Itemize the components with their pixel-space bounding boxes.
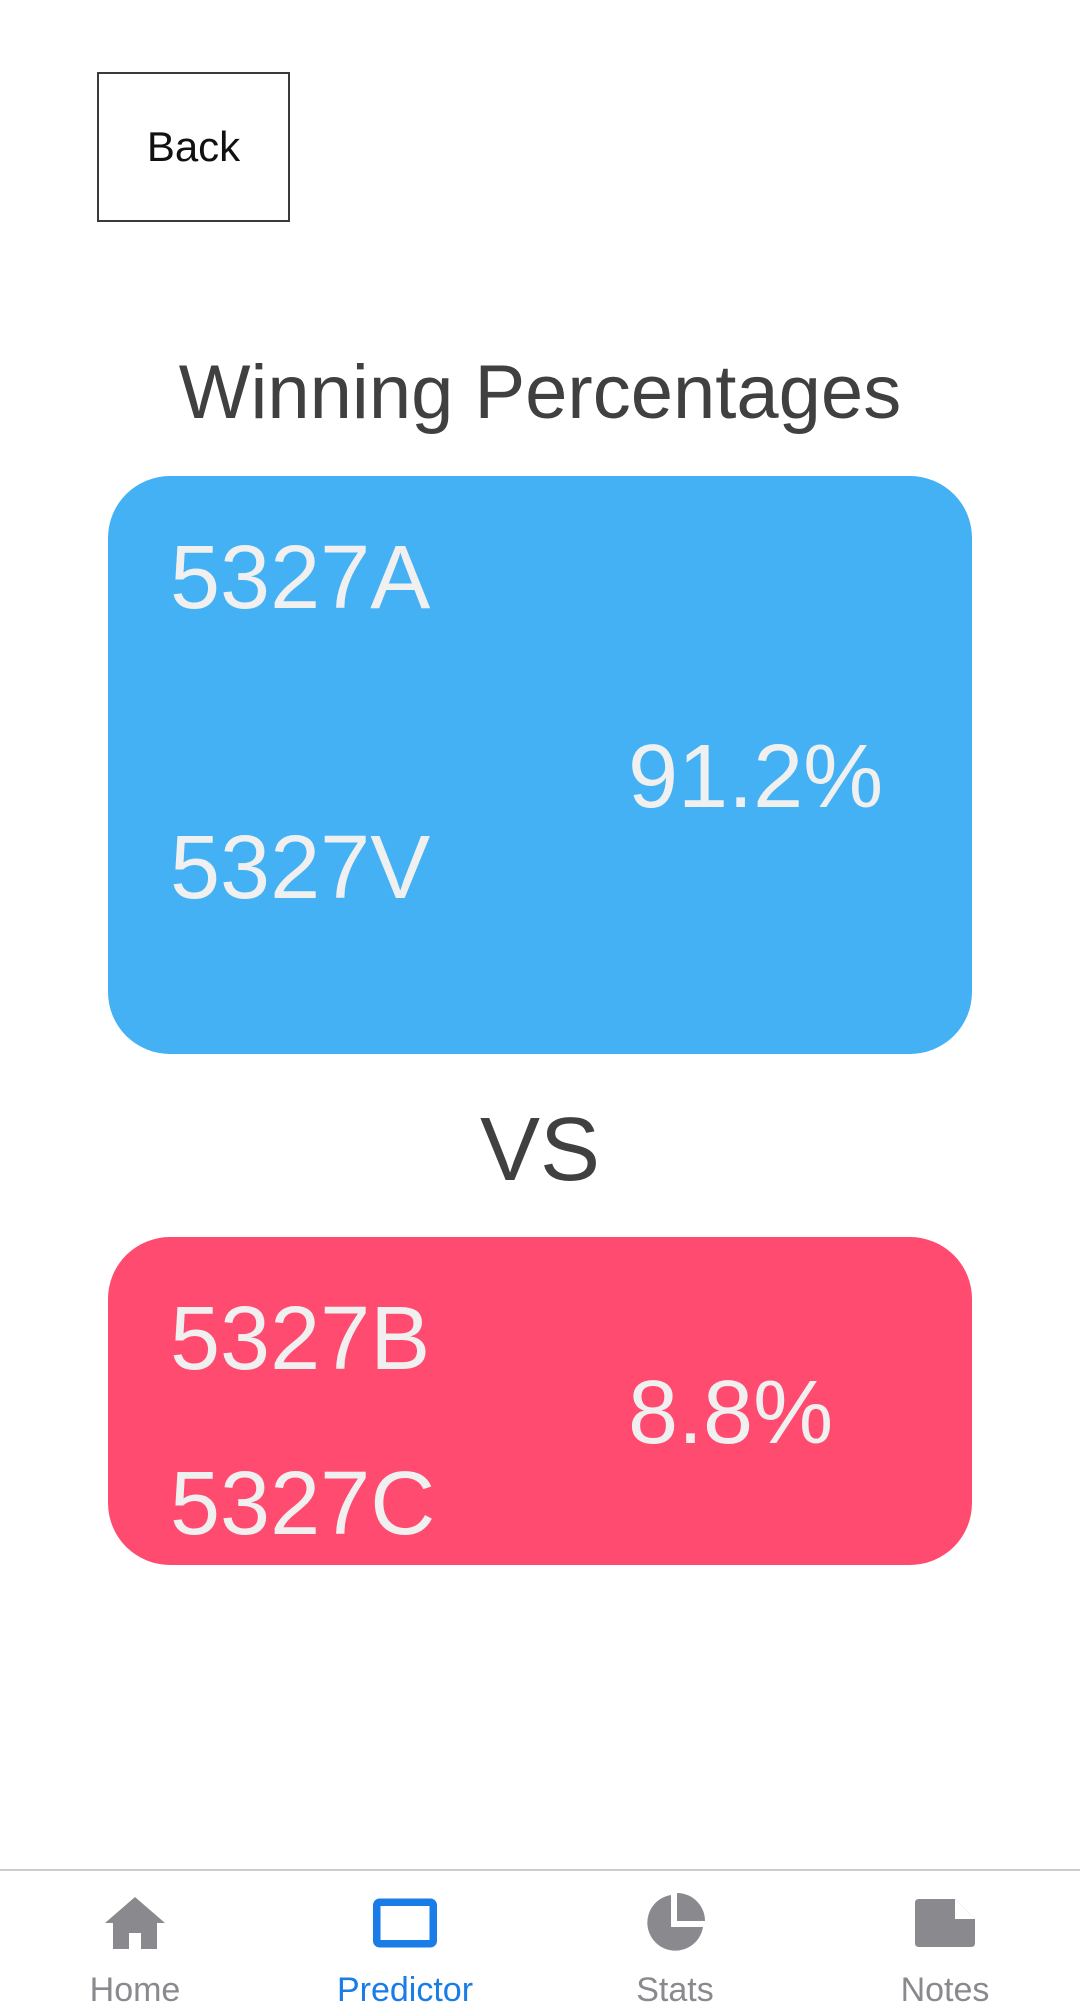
red-win-percentage: 8.8%: [628, 1363, 834, 1463]
red-alliance-card: 5327B 5327C 8.8%: [108, 1237, 972, 1565]
red-team-1: 5327B: [170, 1289, 431, 1389]
tab-home[interactable]: Home: [0, 1871, 270, 2015]
page-title: Winning Percentages: [178, 350, 902, 435]
predictor-icon: [373, 1891, 437, 1955]
tab-predictor-label: Predictor: [336, 1971, 474, 2009]
bottom-tab-bar: Home Predictor Stats: [0, 1869, 1080, 2015]
tab-notes[interactable]: Notes: [810, 1871, 1080, 2015]
stats-pie-icon: [643, 1891, 707, 1955]
tab-stats-label: Stats: [636, 1971, 714, 2009]
red-team-2: 5327C: [170, 1454, 436, 1554]
blue-team-2: 5327V: [170, 818, 431, 918]
back-button-label: Back: [146, 123, 241, 170]
tab-stats[interactable]: Stats: [540, 1871, 810, 2015]
tab-predictor[interactable]: Predictor: [270, 1871, 540, 2015]
blue-alliance-card: 5327A 5327V 91.2%: [108, 476, 972, 1054]
blue-win-percentage: 91.2%: [628, 727, 884, 827]
blue-team-1: 5327A: [170, 528, 431, 628]
back-button[interactable]: Back: [97, 72, 290, 222]
tab-notes-label: Notes: [900, 1971, 990, 2009]
vs-label: VS: [479, 1100, 601, 1200]
notes-icon: [913, 1891, 977, 1955]
home-icon: [103, 1891, 167, 1955]
tab-home-label: Home: [89, 1971, 181, 2009]
